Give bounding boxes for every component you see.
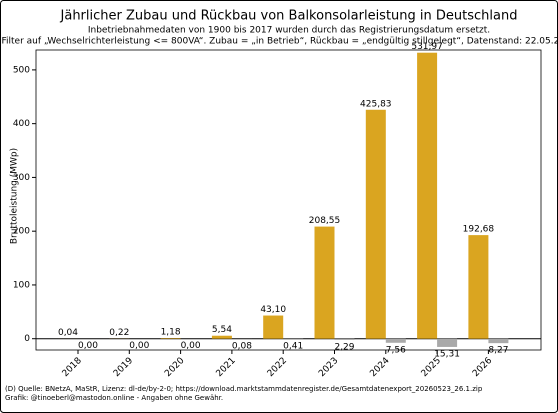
bar <box>334 338 355 340</box>
value-label: 1,18 <box>161 328 181 338</box>
y-tick-label: 300 <box>13 173 30 183</box>
value-label: 0,08 <box>232 341 252 351</box>
y-tick-label: 200 <box>13 227 30 237</box>
value-label: 15,31 <box>434 349 460 359</box>
value-label: 8,27 <box>488 346 508 356</box>
y-tick-label: 500 <box>13 65 30 75</box>
footer: (D) Quelle: BNetzA, MaStR, Lizenz: dl-de… <box>5 385 483 393</box>
value-label: 0,00 <box>129 341 149 351</box>
plot-area <box>35 49 542 351</box>
bar <box>437 338 458 347</box>
value-label: 208,55 <box>309 216 341 226</box>
bar <box>468 235 489 339</box>
value-label: 192,68 <box>463 225 495 235</box>
bar <box>160 338 181 339</box>
value-label: 7,56 <box>386 345 406 355</box>
bar <box>365 109 386 339</box>
bar <box>385 338 406 343</box>
value-label: 425,83 <box>360 99 392 109</box>
y-tick-label: 400 <box>13 119 30 129</box>
value-label: 0,41 <box>283 341 303 351</box>
value-label: 5,54 <box>212 325 232 335</box>
value-label: 43,10 <box>260 305 286 315</box>
y-axis-label: Bruttoleistung (MWp) <box>10 148 20 244</box>
value-label: 2,29 <box>334 342 354 352</box>
value-label: 0,00 <box>181 341 201 351</box>
subtitle: Filter auf „Wechselrichterleistung <= 80… <box>1 37 558 47</box>
value-label: 531,97 <box>411 42 443 52</box>
value-label: 0,22 <box>109 328 129 338</box>
bar <box>263 315 284 339</box>
bar <box>417 52 438 339</box>
value-label: 0,00 <box>78 341 98 351</box>
bar <box>211 335 232 339</box>
y-tick-label: 0 <box>24 334 30 344</box>
chart-title: Jährlicher Zubau und Rückbau von Balkons… <box>60 9 518 24</box>
y-tick-label: 100 <box>13 280 30 290</box>
bar <box>314 226 335 339</box>
bar <box>488 338 509 344</box>
footer: Grafik: @tinoeberl@mastodon.online - Ang… <box>5 394 223 402</box>
value-label: 0,04 <box>58 328 78 338</box>
subtitle: Inbetriebnahmedaten von 1900 bis 2017 wu… <box>88 26 490 36</box>
